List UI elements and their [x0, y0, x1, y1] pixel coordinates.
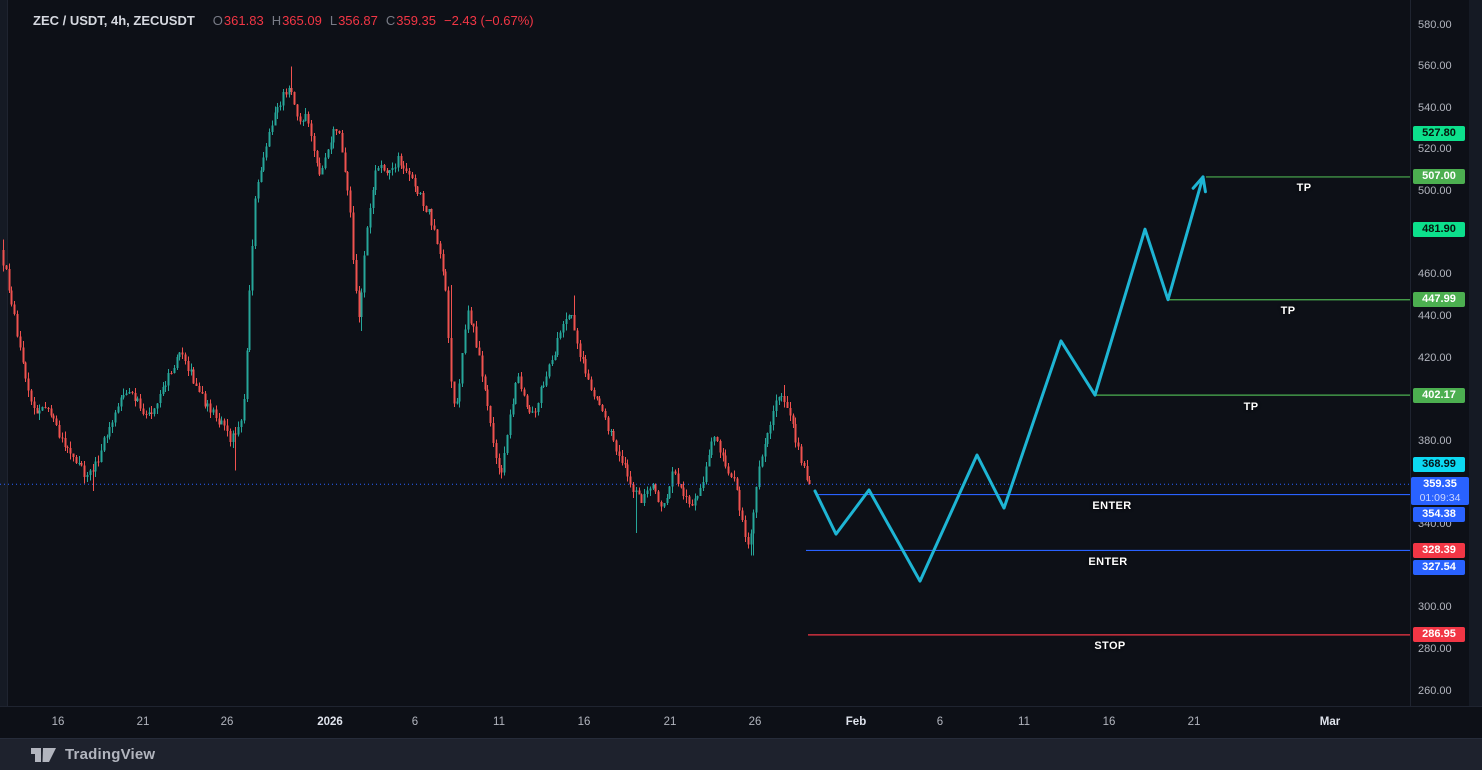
drawing-lines-layer: [0, 176, 1410, 636]
high-label: H: [271, 13, 282, 28]
symbol-title[interactable]: ZEC / USDT, 4h, ZECUSDT: [33, 13, 195, 28]
change-value: −2.43 (−0.67%): [444, 13, 534, 28]
price-badge: 286.95: [1413, 627, 1465, 643]
open-value: 361.83: [223, 13, 264, 28]
price-tick: 300.00: [1418, 601, 1452, 614]
tp-label[interactable]: TP: [1243, 400, 1259, 413]
time-tick: 26: [748, 716, 762, 728]
price-badge: 447.99: [1413, 292, 1465, 308]
open-label: O: [212, 13, 223, 28]
price-tick: 520.00: [1418, 143, 1452, 156]
price-badge: 481.90: [1413, 221, 1465, 237]
time-tick: 16: [577, 716, 591, 728]
tp-label[interactable]: TP: [1296, 182, 1312, 195]
bar-countdown: 01:09:34: [1419, 491, 1461, 504]
left-gutter: [0, 0, 8, 738]
candles-layer: [2, 66, 811, 556]
time-tick: 21: [1187, 716, 1201, 728]
price-tick: 580.00: [1418, 18, 1452, 31]
tradingview-logo-icon[interactable]: [30, 745, 57, 765]
price-tick: 500.00: [1418, 185, 1452, 197]
zigzag-arrowhead: [1191, 175, 1205, 190]
time-tick: 21: [663, 716, 677, 728]
brand-name[interactable]: TradingView: [65, 746, 156, 763]
price-axis-gutter: [1469, 0, 1482, 706]
price-badge: 527.80: [1413, 126, 1465, 142]
low-value: 356.87: [338, 13, 378, 28]
time-tick: 16: [1102, 716, 1116, 728]
price-badge: 507.00: [1413, 169, 1465, 185]
time-tick: Feb: [845, 716, 867, 728]
price-tick: 280.00: [1418, 642, 1452, 655]
enter-label[interactable]: ENTER: [1092, 500, 1132, 513]
price-chart-canvas[interactable]: [0, 0, 1410, 706]
price-tick: 560.00: [1418, 60, 1452, 73]
price-badge: 368.99: [1413, 456, 1465, 472]
current-price-value: 359.35: [1423, 477, 1457, 490]
price-tick: 260.00: [1418, 684, 1452, 697]
footer-bar: TradingView: [0, 738, 1482, 770]
time-tick: Mar: [1319, 716, 1341, 728]
time-axis[interactable]: 16 21 26 2026 6 11 16 21 26 Feb 6 11 16 21 Mar: [0, 706, 1482, 738]
time-tick: 16: [51, 716, 65, 728]
current-price-badge: 359.35 01:09:34: [1411, 476, 1469, 505]
price-tick: 460.00: [1418, 268, 1452, 281]
symbol-legend[interactable]: ZEC / USDT, 4h, ZECUSDT O 361.83 H 365.0…: [33, 13, 534, 28]
price-tick: 380.00: [1418, 434, 1452, 447]
low-label: L: [329, 13, 338, 28]
projection-zigzag-drawing[interactable]: [813, 175, 1207, 583]
time-tick: 26: [220, 716, 234, 728]
zigzag-arrowhead: [1201, 175, 1207, 194]
price-badge: 328.39: [1413, 542, 1465, 558]
enter-label[interactable]: ENTER: [1088, 555, 1128, 568]
price-axis[interactable]: 580.00 560.00 540.00 520.00 500.00 460.00 440.…: [1410, 0, 1482, 706]
stop-label[interactable]: STOP: [1094, 640, 1126, 653]
close-value: 359.35: [396, 13, 436, 28]
time-tick: 11: [1018, 716, 1030, 728]
time-tick: 2026: [317, 716, 343, 728]
price-badge: 354.38: [1413, 506, 1465, 522]
price-badge: 402.17: [1413, 387, 1465, 403]
price-tick: 440.00: [1418, 309, 1452, 322]
tp-label[interactable]: TP: [1280, 305, 1296, 318]
price-badge: 327.54: [1413, 559, 1465, 575]
time-tick: 6: [411, 716, 419, 728]
time-tick: 21: [136, 716, 150, 728]
time-tick: 11: [493, 716, 505, 728]
price-tick: 540.00: [1418, 101, 1452, 114]
close-label: C: [385, 13, 396, 28]
high-value: 365.09: [282, 13, 322, 28]
price-tick: 420.00: [1418, 351, 1452, 364]
time-tick: 6: [936, 716, 944, 728]
